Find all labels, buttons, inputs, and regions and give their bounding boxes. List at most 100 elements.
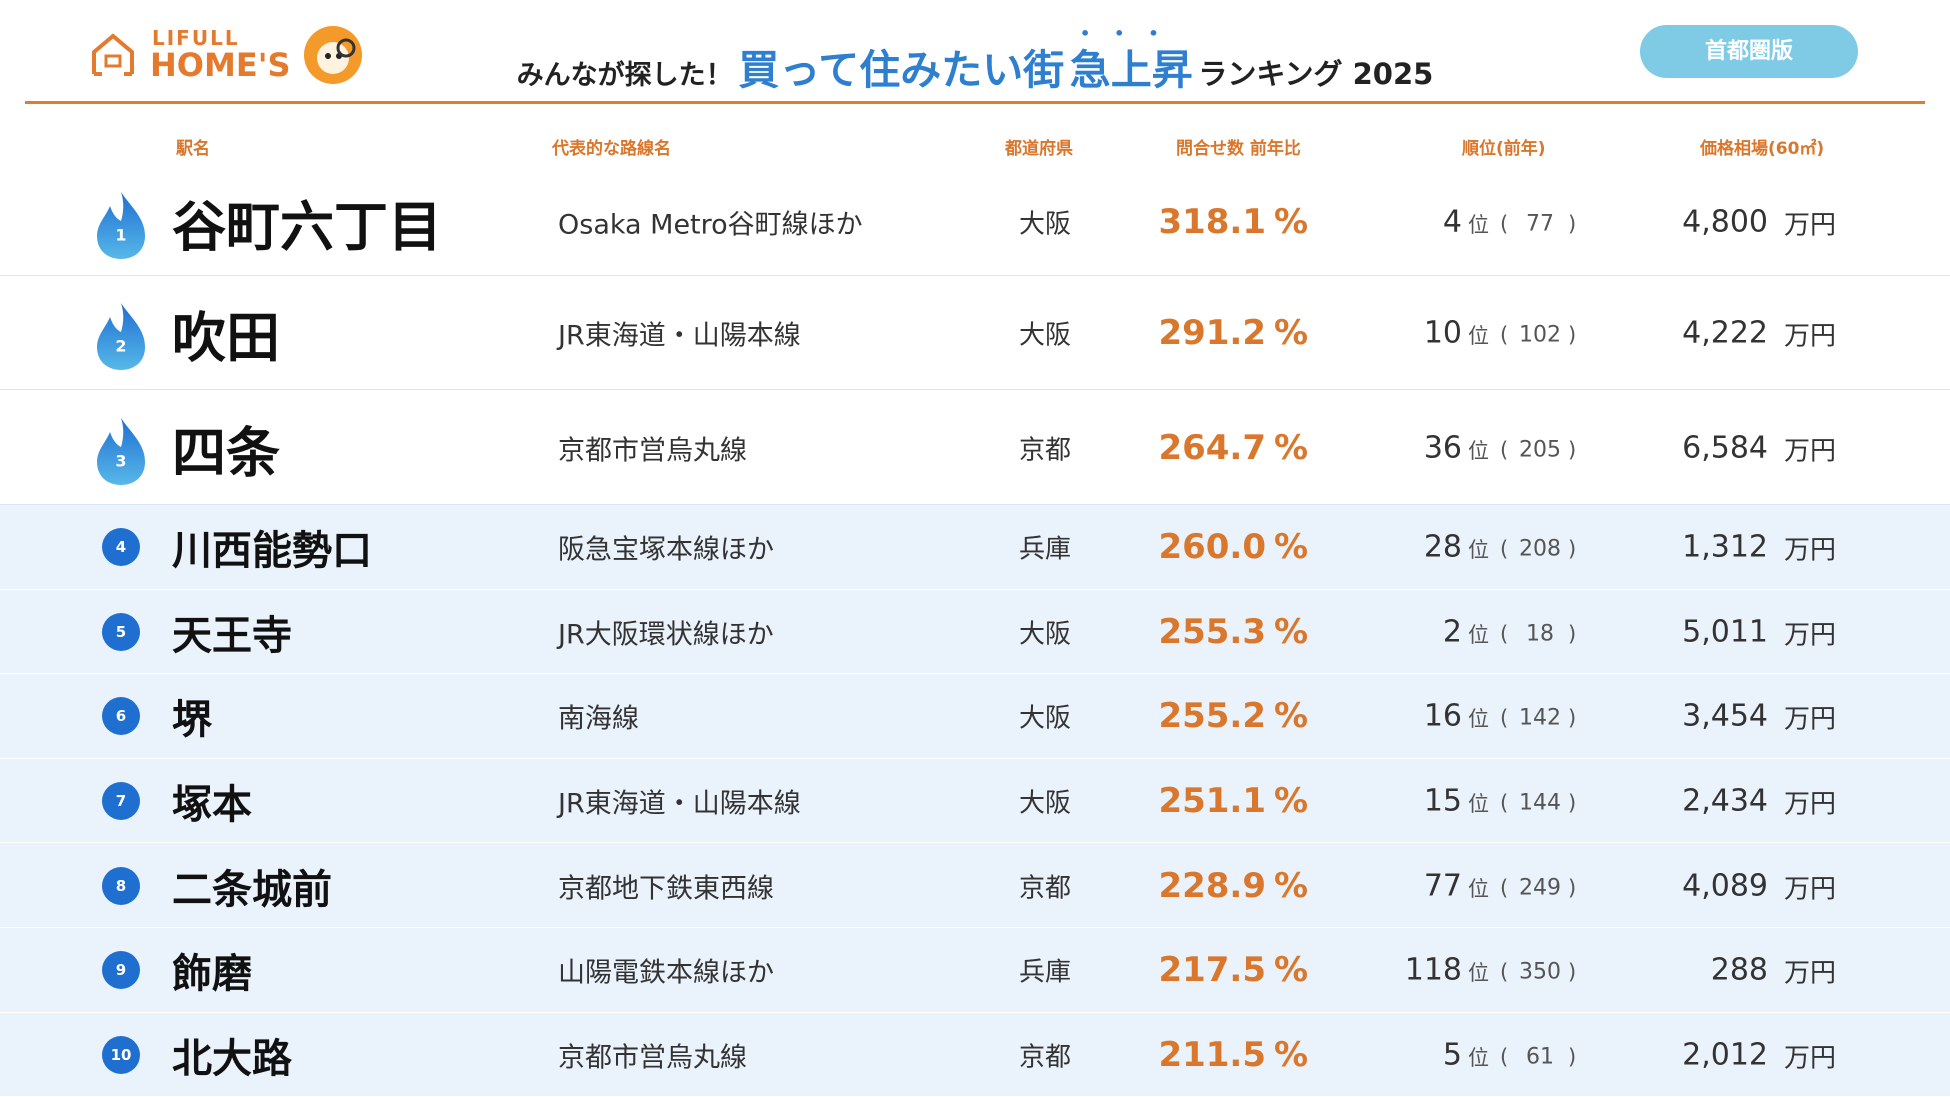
table-row: 5 天王寺 JR大阪環状線ほか 大阪 255.3% 2 位 (18) 5,011 万円	[0, 589, 1950, 675]
header-rule	[25, 101, 1925, 104]
table-row: 4 川西能勢口 阪急宝塚本線ほか 兵庫 260.0% 28 位 (208) 1,312 万円	[0, 505, 1950, 590]
rank-unit: 位	[1468, 1045, 1489, 1070]
station-name: 堺	[172, 697, 212, 744]
station-name: 谷町六丁目	[172, 195, 442, 259]
region-badge: 首都圏版	[1640, 25, 1858, 78]
station-name: 天王寺	[172, 612, 292, 659]
logo-top: LIFULL	[152, 26, 240, 50]
table-row: 2 吹田 JR東海道・山陽本線 大阪 291.2% 10 位 (102) 4,222 万円	[0, 276, 1950, 390]
current-rank: 16	[1423, 698, 1462, 734]
percent-unit: %	[1274, 611, 1309, 652]
percent-unit: %	[1274, 202, 1309, 242]
line-name: Osaka Metro谷町線ほか	[558, 209, 863, 241]
column-header: 価格相場(60㎡)	[1700, 139, 1825, 159]
paren-open: (	[1500, 323, 1509, 347]
line-name: JR大阪環状線ほか	[558, 619, 774, 651]
current-rank: 36	[1423, 430, 1462, 465]
inquiry-ratio: 291.2	[1158, 313, 1266, 353]
station-name: 川西能勢口	[172, 528, 372, 575]
previous-rank: 205	[1519, 437, 1561, 462]
price-unit: 万円	[1784, 789, 1837, 820]
logo-icon	[92, 33, 134, 76]
paren-close: )	[1568, 537, 1577, 562]
price-unit: 万円	[1784, 210, 1837, 241]
inquiry-ratio: 264.7	[1158, 427, 1266, 468]
paren-close: )	[1568, 706, 1577, 731]
previous-rank: 249	[1519, 875, 1561, 901]
title-emph-text: 急上昇	[1069, 46, 1193, 94]
line-name: 京都地下鉄東西線	[558, 873, 774, 905]
price-unit: 万円	[1784, 874, 1837, 905]
percent-unit: %	[1274, 1034, 1309, 1075]
price: 288	[1710, 952, 1768, 988]
title-suffix: ランキング 2025	[1198, 57, 1434, 91]
inquiry-ratio: 318.1	[1158, 202, 1266, 242]
rank-number: 9	[115, 961, 127, 980]
table-row: 6 堺 南海線 大阪 255.2% 16 位 (142) 3,454 万円	[0, 674, 1950, 759]
rank-number: 7	[115, 792, 127, 811]
paren-open: (	[1500, 212, 1509, 236]
percent-unit: %	[1274, 781, 1309, 822]
paren-close: )	[1568, 621, 1577, 646]
rank-badge	[102, 782, 140, 821]
table-row: 1 谷町六丁目 Osaka Metro谷町線ほか 大阪 318.1% 4 位 (77) 4,80…	[0, 168, 1950, 276]
previous-rank: 102	[1519, 322, 1561, 348]
price-unit: 万円	[1784, 321, 1837, 352]
table-row: 3 四条 京都市営烏丸線 京都 264.7% 36 位 (205) 6,584 万円	[0, 390, 1950, 505]
rank-number: 5	[115, 622, 127, 641]
previous-rank: 350	[1519, 959, 1561, 985]
paren-close: )	[1568, 791, 1577, 816]
current-rank: 4	[1442, 204, 1462, 240]
inquiry-ratio: 211.5	[1158, 1034, 1266, 1075]
paren-close: )	[1568, 323, 1577, 347]
percent-unit: %	[1274, 950, 1309, 991]
price: 5,011	[1682, 614, 1768, 650]
price: 4,222	[1682, 315, 1768, 351]
percent-unit: %	[1274, 427, 1309, 468]
rank-unit: 位	[1468, 538, 1489, 563]
current-rank: 2	[1442, 614, 1462, 650]
table-row: 7 塚本 JR東海道・山陽本線 大阪 251.1% 15 位 (144) 2,434 万円	[0, 758, 1950, 844]
prefecture: 大阪	[1018, 209, 1071, 240]
paren-close: )	[1568, 1044, 1577, 1069]
line-name: JR東海道・山陽本線	[558, 788, 801, 820]
prefecture: 兵庫	[1018, 957, 1071, 988]
station-name: 飾磨	[172, 951, 252, 998]
paren-open: (	[1500, 437, 1509, 462]
title: みんなが探した！ 買って住みたい街 急上昇 ••• ランキング 2025	[0, 24, 1950, 96]
current-rank: 77	[1423, 868, 1462, 904]
previous-rank: 61	[1526, 1044, 1554, 1070]
rank-badge	[102, 612, 140, 651]
inquiry-ratio: 217.5	[1158, 950, 1266, 991]
price: 3,454	[1682, 698, 1768, 734]
logo-bottom: HOME'S	[150, 46, 291, 84]
previous-rank: 18	[1526, 621, 1554, 647]
rank-badge	[102, 528, 140, 567]
percent-unit: %	[1274, 696, 1309, 737]
column-header: 代表的な路線名	[552, 139, 671, 159]
price: 2,012	[1682, 1037, 1768, 1073]
price-unit: 万円	[1784, 535, 1837, 566]
previous-rank: 208	[1519, 536, 1561, 562]
price-unit: 万円	[1784, 1043, 1837, 1074]
price-unit: 万円	[1784, 704, 1837, 735]
price-unit: 万円	[1784, 620, 1837, 651]
station-name: 二条城前	[172, 866, 332, 913]
percent-unit: %	[1274, 313, 1309, 353]
station-name: 吹田	[172, 306, 280, 370]
title-emph: 急上昇 •••	[1069, 24, 1193, 94]
table-row: 9 飾磨 山陽電鉄本線ほか 兵庫 217.5% 118 位 (350) 288 万円	[0, 928, 1950, 1013]
paren-close: )	[1568, 875, 1577, 900]
paren-open: (	[1500, 706, 1509, 731]
station-name: 四条	[172, 421, 280, 484]
rank-number: 2	[115, 336, 127, 356]
rank-number: 4	[115, 538, 127, 557]
price: 1,312	[1682, 529, 1768, 565]
percent-unit: %	[1274, 527, 1309, 568]
inquiry-ratio: 228.9	[1158, 865, 1266, 906]
inquiry-ratio: 251.1	[1158, 781, 1266, 822]
station-name: 北大路	[172, 1035, 292, 1082]
rank-badge	[102, 1035, 140, 1074]
rank-number: 6	[115, 707, 127, 726]
